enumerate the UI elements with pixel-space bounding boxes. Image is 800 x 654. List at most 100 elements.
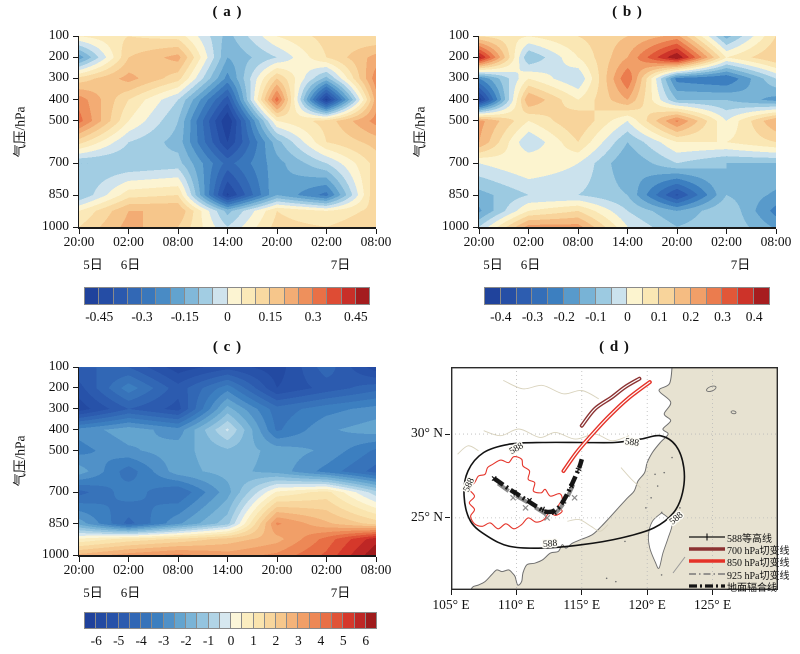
colorbar-label-c: -4 [135,633,147,648]
contour-588-label: 588 [624,437,640,449]
x-tick-label-c: 20:00 [63,562,95,577]
contour-canvas-b [479,36,776,227]
legend-label-700: 700 hPa切变线 [727,545,790,557]
x-tick-label-a: 02:00 [113,234,144,249]
x-axis-line-b [477,227,776,229]
colorbar-cell-b [563,287,580,305]
legend-swatch-surface-line [689,584,725,588]
legend-label-850: 850 hPa切变线 [727,557,790,569]
cross-marker-black [560,499,567,505]
x-tick-b [478,228,480,234]
land-fill [451,367,673,590]
x-tick-label-b: 20:00 [661,234,693,249]
y-tick-label-b: 100 [448,27,469,42]
x-tick-label-a: 20:00 [261,234,293,249]
x-axis-line-c [77,555,376,557]
colorbar-cell-a [169,287,185,305]
y-tick-a [72,226,78,228]
map-x-tick [581,590,583,595]
colorbar-label-a: 0.45 [343,309,368,324]
day-label-a: 6日 [120,257,141,272]
map-x-tick [712,590,714,595]
x-tick-label-c: 14:00 [212,562,243,577]
panel-a-ylabel-text: 气压/hPa [12,105,28,158]
colorbar-cell-b [547,287,565,305]
colorbar-cell-b [689,287,707,305]
gray-slash [672,556,686,574]
x-tick-c [177,556,179,562]
y-tick-b [472,120,478,122]
x-tick-label-a: 02:00 [311,234,342,249]
map-x-tick-label: 105° E [432,597,470,612]
y-tick-c [72,429,78,431]
y-tick-label-b: 700 [448,154,469,170]
y-tick-label-c: 700 [48,483,69,499]
x-tick-label-a: 20:00 [63,234,95,249]
colorbar-label-c: 3 [295,633,302,648]
colorbar-label-a: -0.3 [131,309,153,324]
day-label-b: 5日 [483,257,503,272]
legend-row-925: 925 hPa切变线 [688,568,790,582]
colorbar-c [84,612,378,629]
y-tick-label-c: 850 [48,514,69,530]
y-tick-label-a: 700 [48,154,69,170]
province-border [620,467,641,489]
legend-label-925: 925 hPa切变线 [727,570,790,582]
contour-canvas-c [79,367,376,555]
colorbar-cell-b [721,287,739,305]
y-tick-a [72,162,78,164]
map-x-tick [515,590,517,595]
colorbar-cell-b [737,287,755,305]
y-tick-a [72,56,78,58]
x-tick-label-b: 20:00 [463,234,495,249]
y-tick-b [472,194,478,196]
taiwan-island [647,511,673,569]
y-tick-b [472,56,478,58]
colorbar-label-c: 6 [362,633,370,648]
cross-marker-gray [510,494,517,501]
x-tick-label-c: 20:00 [261,562,293,577]
day-label-c: 6日 [120,585,141,600]
x-tick-a [276,228,278,234]
y-tick-label-b: 500 [448,111,469,127]
island-speck [654,473,656,476]
x-tick-a [227,228,228,234]
legend-label-surface: 地面辐合线 [727,582,777,594]
x-tick-b [528,228,529,234]
y-tick-c [72,450,78,452]
colorbar-cell-a [283,287,299,305]
x-tick-a [128,228,129,234]
x-tick-label-c: 08:00 [360,562,392,577]
contour-588-label: 588 [543,539,558,550]
y-tick-c [72,491,78,493]
x-tick-b [775,228,777,234]
colorbar-b [484,287,770,305]
legend-label-588: 588等高线 [727,533,772,545]
y-tick-a [72,120,78,122]
legend-swatch-588-contour [689,533,725,541]
colorbar-cell-b [610,287,628,305]
y-tick-label-a: 1000 [42,218,69,233]
colorbar-cell-a [312,287,328,305]
island-speck [671,456,673,459]
cross-marker-black [491,475,497,482]
cross-marker-black [512,489,519,496]
x-axis-line-a [77,227,376,229]
y-tick-label-c: 300 [48,399,69,415]
map-y-tick [445,433,450,435]
panel-b-title: ( b ) [612,4,643,20]
colorbar-label-c: 0 [227,633,235,648]
legend-row-850: 850 hPa切变线 [688,555,790,569]
y-axis-line-b [477,36,479,229]
province-border [483,428,630,442]
colorbar-cell-a [198,287,214,305]
colorbar-label-b: -0.3 [521,309,544,324]
map-x-tick [450,590,452,595]
colorbar-cell-a [297,287,313,305]
rain-region-outline [467,456,563,530]
y-tick-b [472,77,478,79]
colorbar-label-b: -0.2 [553,309,575,324]
y-tick-label-b: 850 [448,186,469,202]
coastline [470,367,673,590]
colorbar-cell-a [98,287,114,305]
